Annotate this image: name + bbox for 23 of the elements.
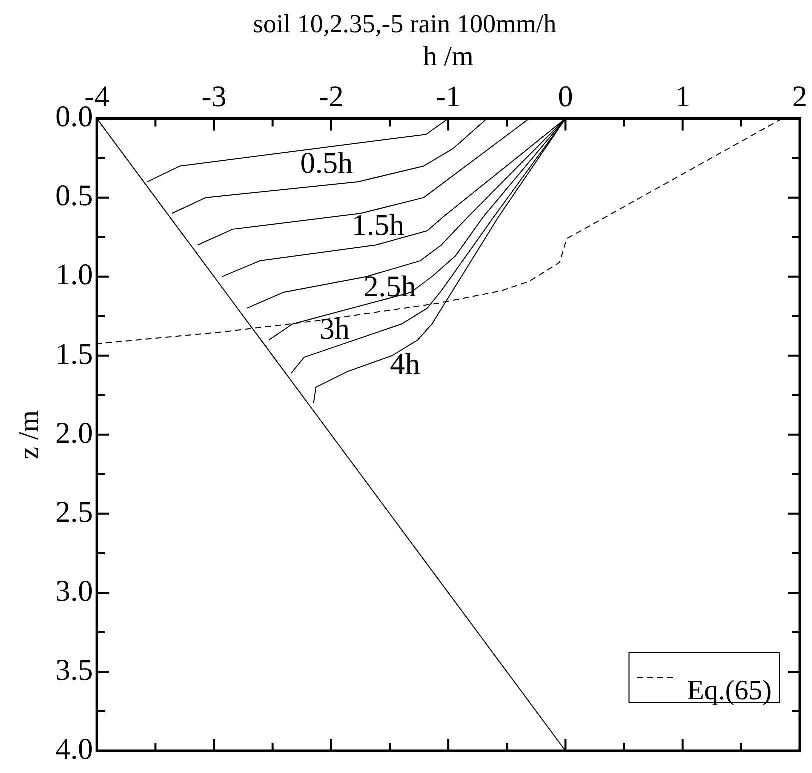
x-tick-label: 1	[675, 80, 690, 114]
annotation: 0.5h	[300, 147, 353, 180]
y-tick-label: 0.5	[56, 180, 94, 213]
annotation: 3h	[320, 313, 350, 346]
y-axis-title: z /m	[14, 410, 46, 460]
annotation: 4h	[390, 348, 420, 381]
chart-title: soil 10,2.35,-5 rain 100mm/h	[253, 9, 557, 38]
x-tick-label: -3	[202, 80, 227, 114]
y-tick-label: 1.0	[56, 258, 94, 292]
y-tick-label: 4.0	[56, 732, 94, 766]
x-tick-label: -1	[436, 80, 462, 114]
y-tick-label: 1.5	[56, 338, 94, 371]
x-tick-label: -2	[318, 80, 344, 114]
legend-label: Eq.(65)	[687, 675, 772, 706]
x-tick-label: 0	[558, 80, 574, 114]
annotation: 2.5h	[364, 270, 416, 304]
y-tick-label: 2.5	[56, 496, 94, 529]
y-tick-label: 3.0	[56, 574, 94, 608]
x-tick-label: 2	[792, 80, 808, 114]
annotation: 1.5h	[352, 208, 405, 242]
y-tick-label: 3.5	[56, 654, 94, 687]
x-axis-title: h /m	[423, 41, 474, 72]
y-tick-label: 2.0	[56, 416, 94, 450]
